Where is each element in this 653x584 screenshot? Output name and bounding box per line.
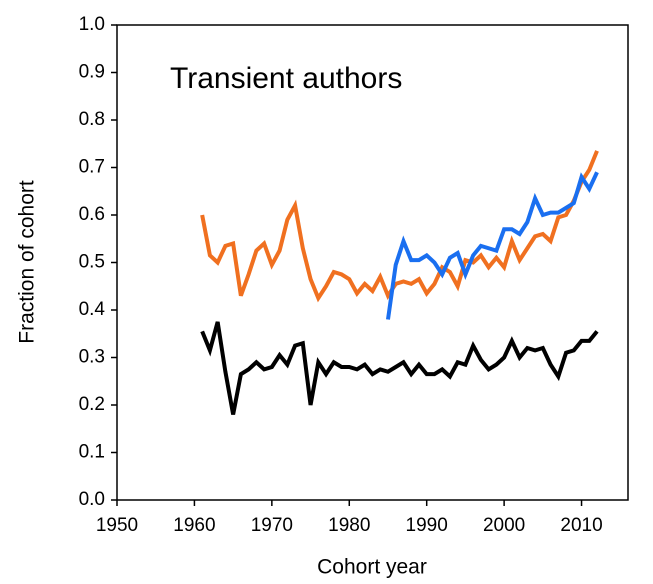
x-tick-label: 1970: [251, 515, 293, 536]
y-tick-label: 1.0: [79, 14, 105, 35]
y-tick-label: 0.5: [79, 252, 105, 273]
x-tick-label: 1960: [173, 515, 215, 536]
y-tick-label: 0.3: [79, 347, 105, 368]
y-axis-label: Fraction of cohort: [16, 180, 39, 344]
x-tick-label: 1990: [406, 515, 448, 536]
y-tick-label: 0.7: [79, 157, 105, 178]
x-tick-label: 1980: [328, 515, 370, 536]
y-tick-label: 0.1: [79, 442, 105, 463]
y-tick-label: 0.2: [79, 394, 105, 415]
annotation: Transient authors: [170, 62, 402, 95]
y-tick-label: 0.4: [79, 299, 106, 320]
y-tick-label: 0.6: [79, 204, 105, 225]
data-line: [385, 171, 599, 320]
plot-frame: [116, 24, 629, 501]
x-axis-label: Cohort year: [317, 556, 427, 579]
data-line: [200, 321, 599, 415]
x-tick-label: 2010: [560, 515, 602, 536]
y-tick-label: 0.8: [79, 109, 105, 130]
y-tick-label: 0.0: [79, 489, 105, 510]
x-tick-label: 2000: [483, 515, 525, 536]
x-tick-label: 1950: [96, 515, 138, 536]
data-line: [200, 150, 599, 303]
y-tick-label: 0.9: [79, 62, 105, 83]
